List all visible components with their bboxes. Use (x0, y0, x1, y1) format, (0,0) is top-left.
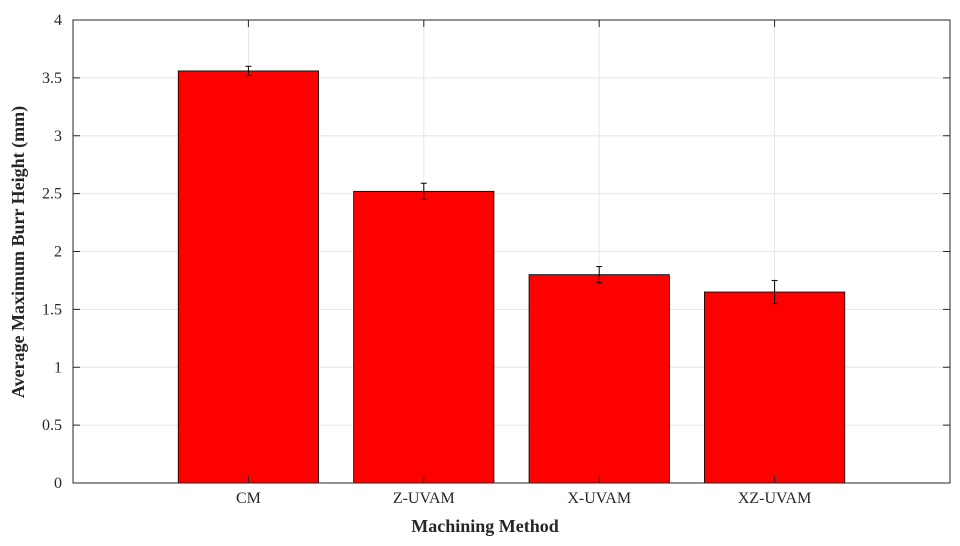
y-tick-label: 1.5 (42, 301, 62, 318)
bar (353, 190, 495, 484)
y-axis-title: Average Maximum Burr Height (mm) (8, 106, 29, 398)
x-axis-title: Machining Method (411, 516, 559, 536)
y-tick-label: 1 (54, 359, 62, 376)
x-tick-label: CM (236, 490, 261, 507)
y-tick-label: 2.5 (42, 186, 62, 203)
y-tick-label: 3 (54, 128, 62, 145)
bars-group (177, 70, 846, 484)
x-tick-labels: CM Z-UVAM X-UVAM XZ-UVAM (236, 20, 811, 507)
y-tick-label: 0 (54, 475, 62, 492)
x-tick-label: XZ-UVAM (738, 490, 811, 507)
y-tick-label: 3.5 (42, 70, 62, 87)
bar (528, 274, 670, 484)
bar (177, 70, 319, 484)
y-tick-label: 2 (54, 244, 62, 261)
y-tick-label: 4 (54, 12, 62, 29)
x-tick-label: X-UVAM (567, 490, 631, 507)
x-tick-label: Z-UVAM (393, 490, 455, 507)
bar (704, 291, 846, 484)
y-tick-label: 0.5 (42, 417, 62, 434)
error-bars-group (245, 65, 778, 305)
y-tick-labels: 0 0.5 1 1.5 2 2.5 3 3.5 4 (42, 12, 950, 492)
